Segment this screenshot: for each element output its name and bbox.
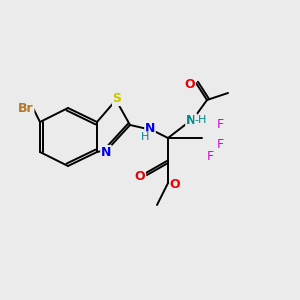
Text: H: H	[141, 132, 149, 142]
Text: N: N	[145, 122, 155, 134]
Text: N: N	[101, 146, 111, 158]
Text: N: N	[186, 113, 196, 127]
Text: Br: Br	[18, 101, 34, 115]
Text: F: F	[216, 139, 224, 152]
Text: F: F	[216, 118, 224, 131]
Text: O: O	[170, 178, 180, 191]
Text: F: F	[206, 151, 214, 164]
Text: -H: -H	[195, 115, 207, 125]
Text: O: O	[135, 170, 145, 184]
Text: S: S	[112, 92, 122, 106]
Text: O: O	[185, 77, 195, 91]
